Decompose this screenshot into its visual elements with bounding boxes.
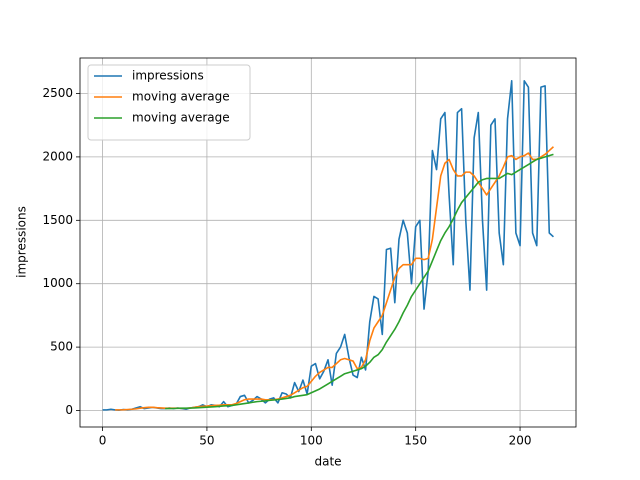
legend-label: moving average <box>132 90 230 104</box>
x-tick-label: 150 <box>404 434 427 448</box>
y-axis-label: impressions <box>15 206 29 278</box>
y-tick-label: 2000 <box>42 149 73 163</box>
legend-label: impressions <box>132 69 204 83</box>
y-tick-label: 1500 <box>42 213 73 227</box>
x-tick-label: 50 <box>199 434 214 448</box>
legend-box <box>87 64 251 141</box>
plot-frame <box>79 57 577 428</box>
data-line <box>165 153 554 410</box>
y-tick-label: 500 <box>50 340 73 354</box>
x-axis-label: date <box>314 455 341 469</box>
y-tick-label: 1000 <box>42 276 73 290</box>
legend: impressions moving average moving average <box>87 64 251 141</box>
x-tick-label: 200 <box>509 434 532 448</box>
y-tick-label: 2500 <box>42 86 73 100</box>
legend-label: moving average <box>132 111 230 125</box>
y-tick-label: 0 <box>65 403 73 417</box>
x-tick-label: 100 <box>300 434 323 448</box>
x-tick-label: 0 <box>99 434 107 448</box>
